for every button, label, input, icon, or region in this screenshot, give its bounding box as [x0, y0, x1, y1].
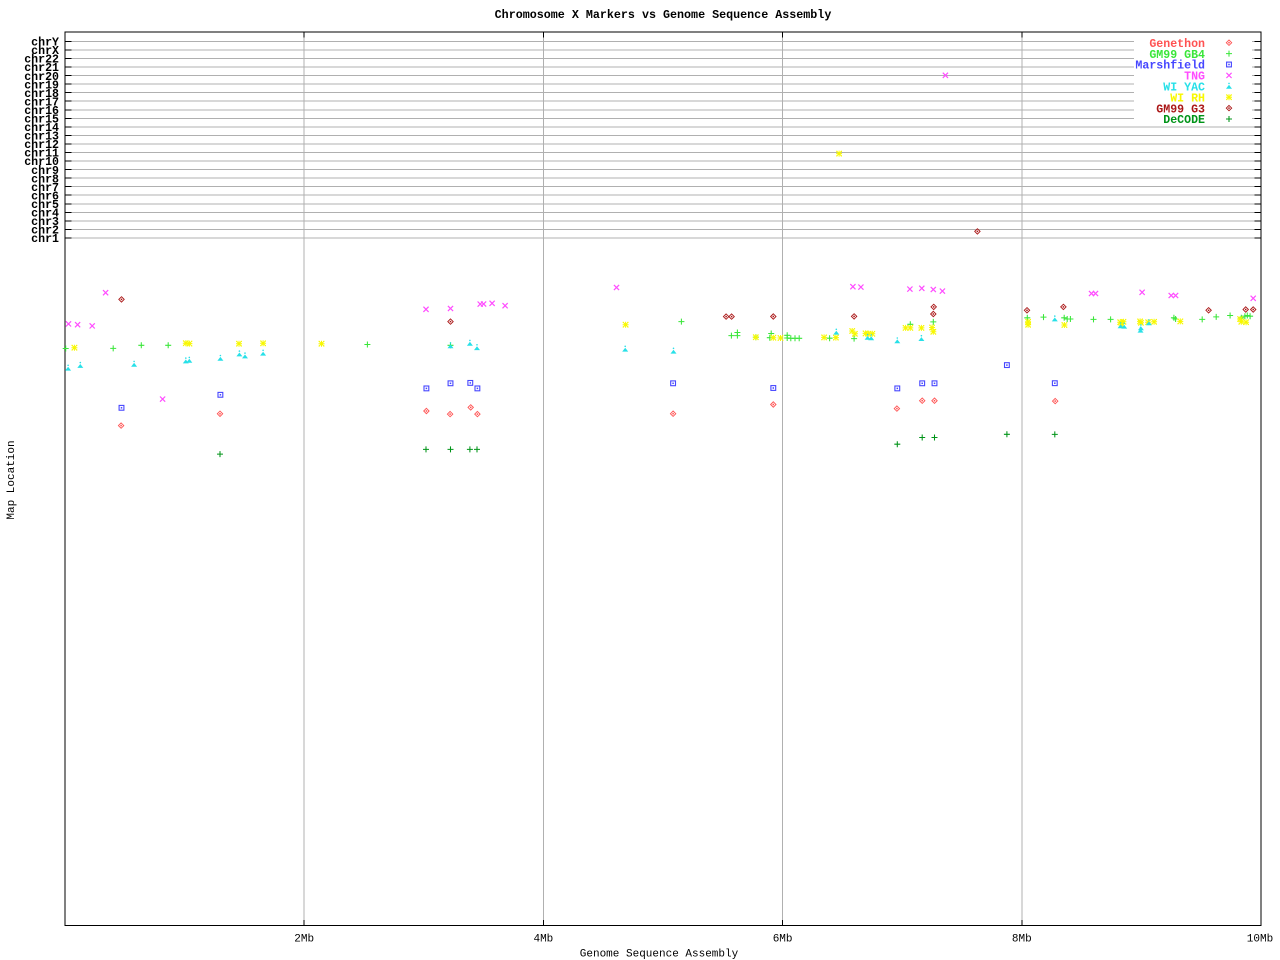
svg-text:TNG: TNG: [1184, 71, 1205, 84]
svg-text:chr17: chr17: [24, 96, 59, 109]
svg-text:chr10: chr10: [24, 156, 59, 169]
svg-text:chr18: chr18: [24, 88, 59, 101]
svg-text:chr11: chr11: [24, 148, 59, 161]
svg-text:chr3: chr3: [31, 216, 59, 229]
svg-text:WI YAC: WI YAC: [1163, 82, 1205, 95]
svg-text:chr12: chr12: [24, 139, 59, 152]
svg-text:Marshfield: Marshfield: [1135, 60, 1205, 73]
svg-text:6Mb: 6Mb: [773, 934, 793, 946]
svg-text:chr8: chr8: [31, 173, 59, 186]
svg-text:chr6: chr6: [31, 190, 59, 203]
svg-text:chr1: chr1: [31, 233, 59, 246]
svg-text:DeCODE: DeCODE: [1163, 114, 1205, 127]
svg-text:10Mb: 10Mb: [1247, 934, 1273, 946]
svg-text:chr22: chr22: [24, 54, 59, 67]
svg-text:chr5: chr5: [31, 199, 59, 212]
svg-text:chrX: chrX: [31, 45, 59, 58]
svg-text:chr19: chr19: [24, 79, 59, 92]
svg-text:Genome Sequence Assembly: Genome Sequence Assembly: [580, 949, 739, 960]
svg-text:2Mb: 2Mb: [294, 934, 314, 946]
svg-text:chr4: chr4: [31, 208, 59, 221]
svg-text:Map Location: Map Location: [6, 440, 18, 519]
svg-text:chr14: chr14: [24, 122, 59, 135]
svg-text:Genethon: Genethon: [1149, 38, 1205, 51]
svg-text:chr2: chr2: [31, 225, 59, 238]
svg-text:GM99 GB4: GM99 GB4: [1149, 49, 1205, 62]
svg-text:chr13: chr13: [24, 131, 59, 144]
svg-text:chrY: chrY: [31, 37, 59, 50]
svg-text:chr21: chr21: [24, 62, 59, 75]
svg-text:WI RH: WI RH: [1170, 92, 1205, 105]
svg-text:GM99 G3: GM99 G3: [1156, 103, 1205, 116]
svg-text:chr7: chr7: [31, 182, 59, 195]
svg-text:chr16: chr16: [24, 105, 59, 118]
svg-text:8Mb: 8Mb: [1012, 934, 1032, 946]
svg-text:4Mb: 4Mb: [533, 934, 553, 946]
svg-text:chr20: chr20: [24, 71, 59, 84]
svg-text:chr9: chr9: [31, 165, 59, 178]
svg-text:chr15: chr15: [24, 114, 59, 127]
svg-text:Chromosome X Markers vs Genome: Chromosome X Markers vs Genome Sequence …: [495, 8, 832, 22]
